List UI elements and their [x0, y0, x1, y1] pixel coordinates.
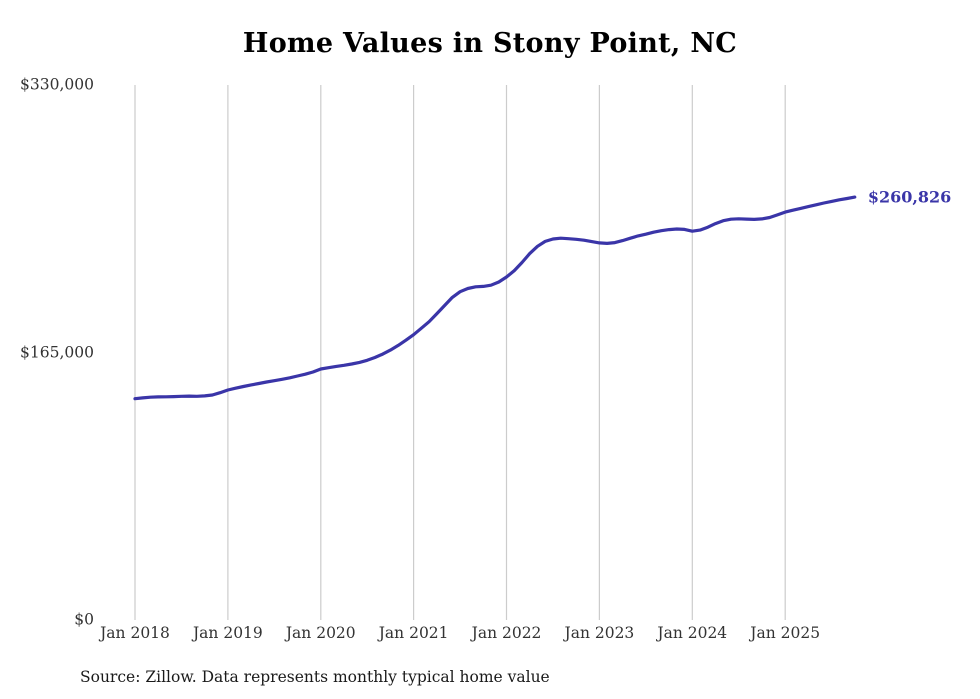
value-line	[133, 195, 857, 401]
x-axis-label: Jan 2020	[285, 624, 356, 642]
x-axis-label: Jan 2019	[192, 624, 263, 642]
y-axis-label: $165,000	[20, 342, 94, 361]
x-axis-label: Jan 2025	[750, 624, 821, 642]
x-axis-label: Jan 2021	[378, 624, 449, 642]
x-axis-label: Jan 2023	[564, 624, 635, 642]
latest-value-label: $260,826	[867, 187, 952, 207]
x-axis-label: Jan 2018	[100, 624, 170, 642]
source-note: Source: Zillow. Data represents monthly …	[80, 668, 550, 686]
y-axis-label: $0	[74, 610, 94, 629]
x-axis-label: Jan 2022	[471, 624, 542, 642]
x-axis-label: Jan 2024	[657, 624, 728, 642]
y-axis-label: $330,000	[20, 75, 94, 94]
chart-title: Home Values in Stony Point, NC	[242, 28, 738, 59]
